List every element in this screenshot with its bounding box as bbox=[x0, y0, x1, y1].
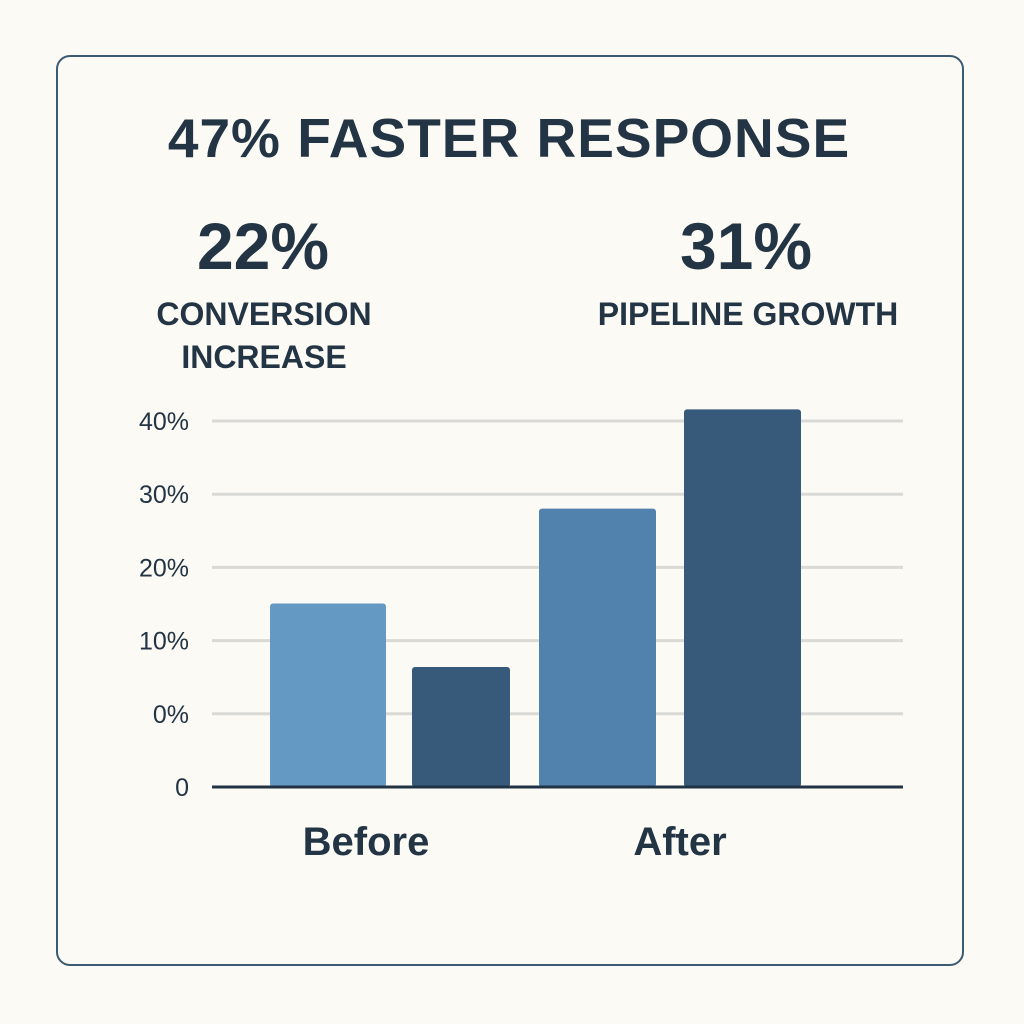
y-tick-label: 0% bbox=[153, 701, 189, 729]
y-tick-label: 0 bbox=[175, 774, 189, 802]
y-tick-label: 10% bbox=[139, 628, 189, 656]
x-category-label: After bbox=[633, 820, 726, 864]
stat-pipeline-value: 31% bbox=[679, 209, 813, 283]
y-tick-label: 20% bbox=[139, 554, 189, 582]
headline: 47% FASTER RESPONSE bbox=[167, 107, 851, 169]
bar-after-1 bbox=[539, 508, 656, 787]
stat-conversion-value: 22% bbox=[196, 209, 330, 283]
stat-pipeline-label: PIPELINE GROWTH bbox=[597, 296, 899, 332]
stat-conversion-label-line: CONVERSION bbox=[156, 296, 372, 332]
bar-before-2 bbox=[412, 667, 510, 787]
stat-conversion-label: CONVERSION INCREASE bbox=[109, 293, 419, 379]
infographic-card bbox=[56, 55, 964, 966]
bar-before-1 bbox=[270, 603, 386, 787]
stat-conversion-label-line: INCREASE bbox=[181, 339, 347, 375]
bar-after-2 bbox=[684, 409, 801, 787]
x-category-label: Before bbox=[303, 820, 430, 864]
y-tick-label: 30% bbox=[139, 481, 189, 509]
y-tick-label: 40% bbox=[139, 408, 189, 436]
